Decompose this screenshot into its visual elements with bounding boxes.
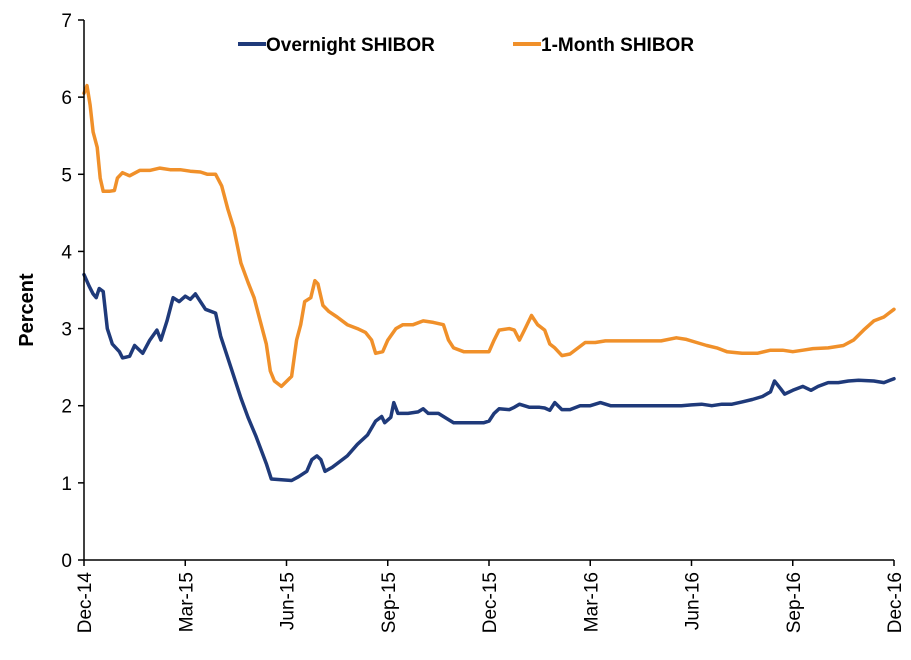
series-line-1-month-shibor: [82, 83, 896, 389]
x-tick-label: Jun-15: [278, 572, 299, 630]
x-tick-label: Dec-14: [75, 572, 96, 634]
y-tick-label: 1: [61, 474, 72, 495]
x-tick-label: Sep-16: [784, 572, 805, 633]
legend: Overnight SHIBOR 1-Month SHIBOR: [238, 35, 694, 56]
y-tick-label: 3: [61, 320, 72, 341]
x-axis-ticks: Dec-14 Mar-15 Jun-15 Sep-15 Dec-15 Mar-16 Jun-…: [75, 560, 906, 633]
y-axis-title: Percent: [16, 273, 38, 347]
y-tick-label: 4: [61, 242, 72, 263]
y-tick-label: 2: [61, 397, 72, 418]
legend-label: Overnight SHIBOR: [266, 35, 435, 56]
x-tick-label: Dec-15: [480, 572, 501, 633]
series-layer: [82, 83, 896, 483]
x-tick-label: Jun-16: [683, 572, 704, 630]
y-axis-ticks: 0 1 2 3 4 5 6 7: [61, 11, 84, 572]
legend-label: 1-Month SHIBOR: [541, 35, 694, 56]
y-tick-label: 0: [61, 551, 72, 572]
y-tick-label: 6: [61, 88, 72, 109]
y-tick-label: 7: [61, 11, 72, 32]
x-tick-label: Dec-16: [885, 572, 906, 633]
x-tick-label: Mar-15: [176, 572, 197, 632]
series-line-overnight-shibor: [82, 272, 896, 483]
x-tick-label: Sep-15: [379, 572, 400, 633]
x-tick-label: Mar-16: [581, 572, 602, 632]
y-tick-label: 5: [61, 165, 72, 186]
